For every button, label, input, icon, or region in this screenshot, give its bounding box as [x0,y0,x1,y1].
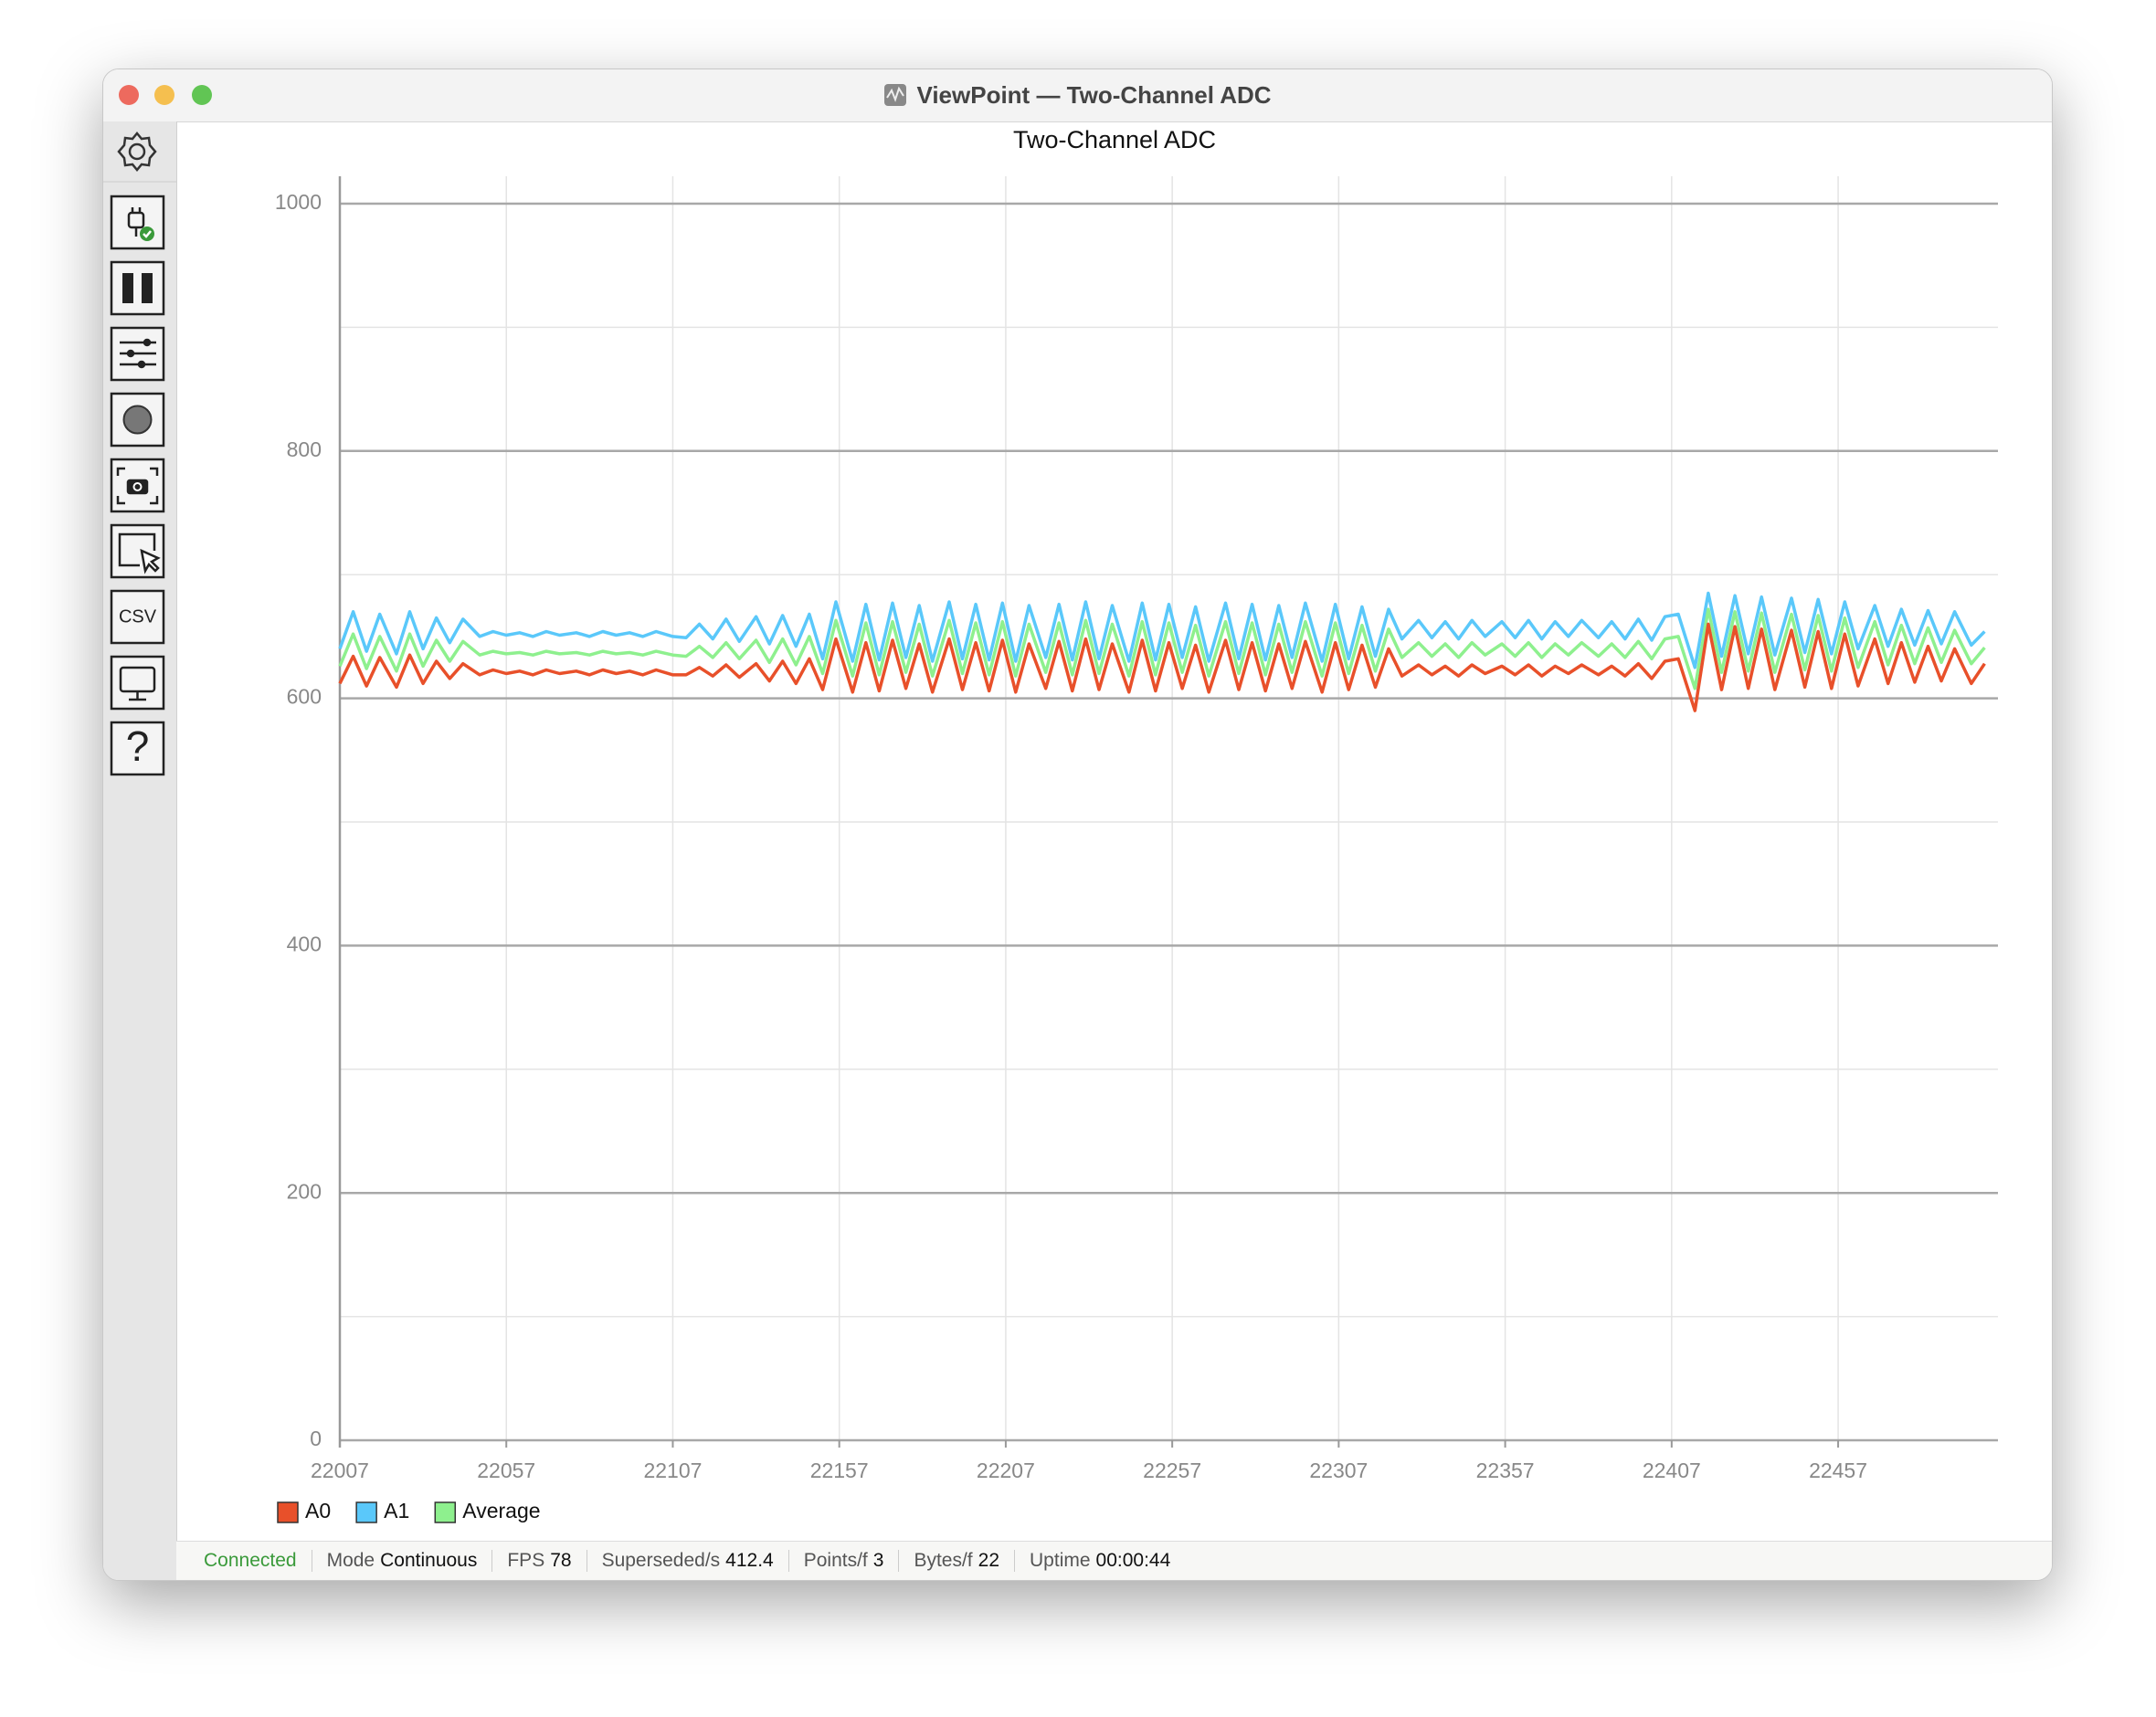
status-label: Mode [326,1550,375,1571]
plug-icon [127,207,154,241]
x-tick-label: 22457 [1809,1459,1867,1482]
app-icon [884,84,907,106]
window: ViewPoint — Two-Channel ADC [102,68,2053,1581]
chart-title: Two-Channel ADC [1013,126,1216,153]
pause-icon [122,273,153,303]
status-label: Bytes/f [914,1550,973,1571]
data-line [338,591,1986,669]
x-tick-label: 22357 [1476,1459,1535,1482]
legend-label: A1 [384,1499,409,1522]
help-label: ? [126,722,150,770]
close-button[interactable] [119,85,139,105]
sliders-icon [120,338,156,369]
status-label: Uptime [1030,1550,1091,1571]
legend-swatch [355,1501,377,1523]
monitor-icon [119,666,156,701]
y-tick-label: 0 [310,1427,322,1450]
camera-icon [116,467,159,505]
y-tick-label: 200 [287,1179,322,1203]
x-tick-label: 22107 [643,1459,702,1482]
legend-swatch [277,1501,299,1523]
minimize-button[interactable] [154,85,174,105]
csv-label: CSV [119,606,157,627]
status-value: 3 [872,1550,884,1571]
status-value: 00:00:44 [1095,1550,1171,1571]
status-value: Continuous [380,1550,478,1571]
select-icon [118,532,161,574]
data-line [338,622,1986,712]
pause-button[interactable] [110,260,165,316]
zoom-button[interactable] [192,85,212,105]
status-value: 22 [978,1550,1000,1571]
x-tick-label: 22307 [1309,1459,1368,1482]
window-title-text: ViewPoint — Two-Channel ADC [916,81,1272,109]
window-controls [119,85,212,105]
legend-label: Average [462,1499,540,1522]
x-tick-label: 22057 [477,1459,535,1482]
title-bar: ViewPoint — Two-Channel ADC [103,69,2052,122]
legend-swatch [434,1501,457,1523]
x-tick-label: 22207 [977,1459,1035,1482]
sidebar-icons: CSV ? [103,132,176,776]
connect-button[interactable] [110,195,165,250]
status-item: FPS 78 [491,1550,586,1572]
record-icon [122,405,153,435]
status-item: Uptime 00:00:44 [1014,1550,1185,1572]
status-item: Bytes/f 22 [898,1550,1014,1572]
window-title: ViewPoint — Two-Channel ADC [103,69,2052,121]
status-label: Points/f [803,1550,868,1571]
status-value: 78 [550,1550,572,1571]
y-tick-label: 600 [287,685,322,709]
x-tick-label: 22157 [810,1459,869,1482]
status-item: Mode Continuous [311,1550,492,1572]
chart: Two-Channel ADC 0 200 400 600 800 1000 22007 22… [275,126,1998,1523]
x-tick-label: 22007 [311,1459,369,1482]
status-item: Points/f 3 [787,1550,899,1572]
x-tick-label: 22407 [1643,1459,1701,1482]
y-tick-label: 800 [287,437,322,461]
status-value: 412.4 [725,1550,774,1571]
status-bar: Connected Mode Continuous FPS 78 Superseded/… [176,1541,2052,1580]
help-button[interactable] [110,721,165,776]
data-line [338,607,1986,690]
status-label: FPS [507,1550,545,1571]
status-item: Superseded/s 412.4 [586,1550,788,1572]
connection-status: Connected [204,1550,297,1571]
x-tick-label: 22257 [1143,1459,1201,1482]
status-label: Superseded/s [601,1550,721,1571]
csv-button[interactable] [110,589,165,645]
legend-label: A0 [305,1499,331,1522]
y-tick-label: 1000 [275,190,322,214]
sidebar: CSV ? [103,121,177,1580]
settings-button[interactable] [117,132,157,172]
y-tick-label: 400 [287,932,322,955]
